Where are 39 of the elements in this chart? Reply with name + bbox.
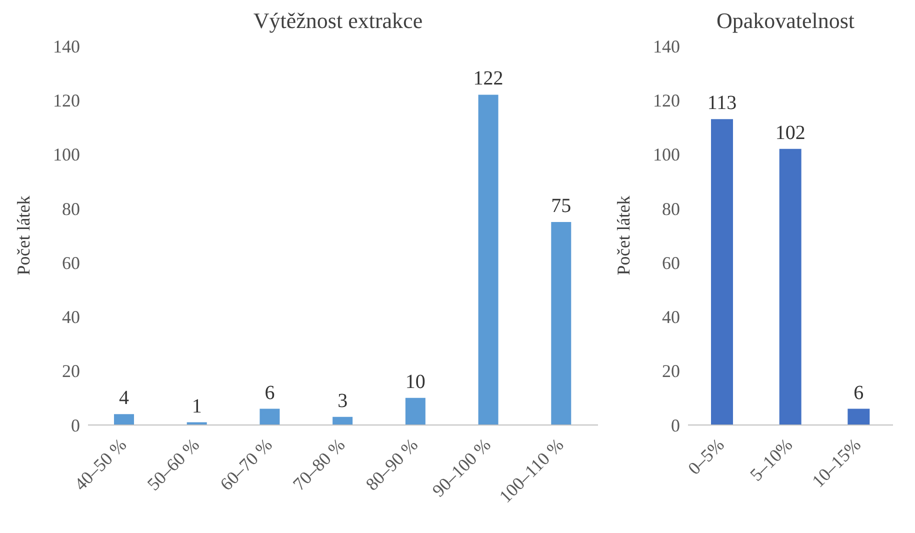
bar: [478, 94, 498, 425]
y-axis-title: Počet látek: [13, 196, 34, 276]
bar: [848, 408, 870, 425]
bar: [260, 408, 280, 425]
y-tick-label: 40: [62, 307, 80, 328]
y-tick-label: 0: [71, 415, 80, 436]
y-tick-label: 0: [671, 415, 680, 436]
y-tick-label: 60: [662, 252, 680, 273]
data-label: 6: [264, 382, 275, 404]
data-label: 113: [707, 92, 737, 114]
bar: [551, 222, 572, 425]
y-tick-label: 120: [653, 90, 680, 111]
bar: [779, 148, 802, 425]
y-tick-label: 140: [53, 36, 80, 56]
chart-title: Opakovatelnost: [715, 8, 856, 35]
chart-title: Výtěžnost extrakce: [252, 8, 424, 35]
y-tick-label: 80: [662, 198, 680, 219]
y-tick-label: 60: [62, 252, 80, 273]
data-label: 102: [775, 122, 806, 144]
y-tick-label: 80: [62, 198, 80, 219]
y-tick-label: 20: [62, 361, 80, 382]
y-tick-label: 140: [653, 36, 680, 56]
data-label: 75: [551, 194, 572, 217]
data-label: 3: [338, 390, 348, 412]
y-tick-label: 120: [53, 90, 80, 111]
data-label: 1: [192, 395, 202, 418]
bar: [114, 414, 134, 425]
y-tick-label: 100: [53, 144, 80, 165]
bar: [332, 416, 353, 425]
y-tick-label: 20: [662, 361, 680, 382]
y-tick-label: 40: [662, 307, 680, 328]
data-label: 6: [854, 382, 864, 404]
data-label: 122: [473, 68, 504, 90]
data-label: 10: [405, 370, 426, 393]
data-label: 4: [119, 387, 129, 410]
bar: [405, 398, 426, 425]
y-axis-title: Počet látek: [613, 196, 634, 276]
bar: [711, 119, 733, 425]
y-tick-label: 100: [653, 144, 680, 165]
